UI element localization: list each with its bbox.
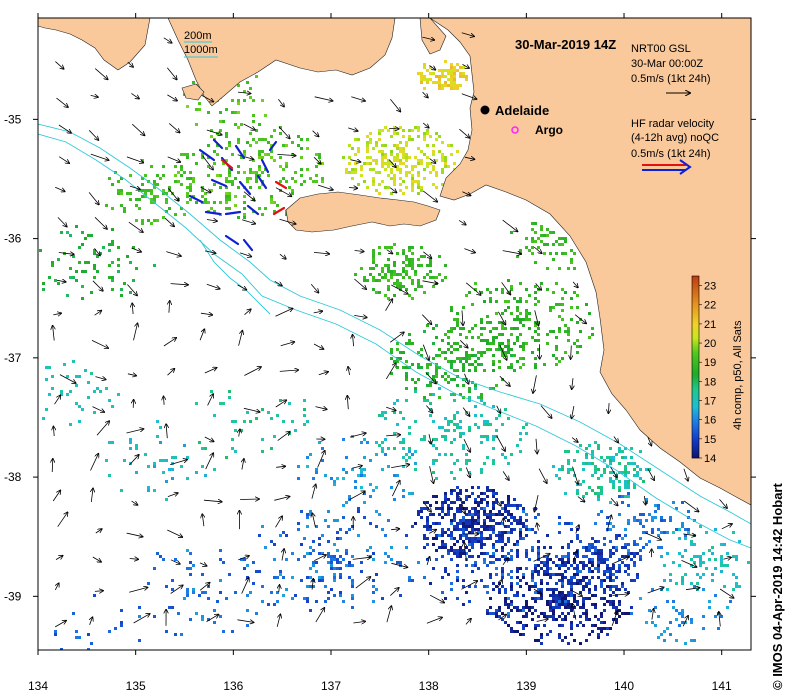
x-tick-label-1: 135	[126, 679, 146, 693]
isobath-200m	[38, 123, 751, 525]
gsl-legend-line3: 0.5m/s (1kt 24h)	[631, 73, 710, 85]
colorbar-tick-6: 20	[704, 338, 716, 350]
y-tick-label-1: -36	[4, 232, 22, 246]
colorbar-tick-5: 19	[704, 357, 716, 369]
adelaide-marker	[480, 105, 490, 115]
land-stvincent-west	[419, 18, 447, 55]
gsl-legend-line2: 30-Mar 00:00Z	[631, 58, 703, 70]
axes: 134 135 136 137 138 139 140 141 -35 -36 -37 -38 -39	[4, 13, 756, 693]
colorbar-tick-9: 23	[704, 281, 716, 293]
argo-marker	[511, 126, 519, 134]
y-tick-label-4: -39	[4, 589, 22, 603]
x-tick-label-4: 138	[419, 679, 439, 693]
isobath-legend-200m: 200m	[184, 30, 212, 42]
land-gulf-island	[181, 83, 205, 101]
colorbar-tick-7: 21	[704, 319, 716, 331]
argo-label: Argo	[535, 123, 563, 137]
colorbar-tick-2: 16	[704, 415, 716, 427]
colorbar-label: 4h comp, p50, All Sats	[732, 320, 744, 430]
x-tick-label-6: 140	[614, 679, 634, 693]
colorbar-tick-1: 15	[704, 434, 716, 446]
land-yorke-peninsula	[167, 18, 396, 107]
gsl-legend: NRT00 GSL 30-Mar 00:00Z 0.5m/s (1kt 24h)	[631, 43, 710, 93]
land-mainland-east	[429, 18, 751, 506]
x-tick-label-0: 134	[28, 679, 48, 693]
radar-legend-line2: (4-12h avg) noQC	[631, 132, 719, 144]
colorbar-tick-0: 14	[704, 453, 716, 465]
isobath-1000m	[38, 133, 751, 549]
isobath-legend: 200m 1000m	[184, 30, 218, 58]
x-tick-label-7: 141	[712, 679, 732, 693]
radar-legend-line1: HF radar velocity	[631, 118, 715, 130]
x-tick-label-2: 136	[223, 679, 243, 693]
isobath-secondary	[199, 239, 271, 315]
colorbar-tick-8: 22	[704, 300, 716, 312]
isobath-layer	[38, 123, 751, 549]
land-eyre-peninsula	[38, 18, 151, 71]
hf-radar-layer	[188, 138, 288, 252]
isobath-legend-1000m: 1000m	[184, 44, 218, 56]
current-arrow-layer	[52, 32, 733, 628]
colorbar-tick-3: 17	[704, 396, 716, 408]
colorbar: 14 15 16 17 18 19 20 21 22 23 4h comp, p50, All Sa…	[691, 275, 744, 465]
credit-text: © IMOS 04-Apr-2019 14:42 Hobart	[770, 483, 785, 690]
place-markers: Adelaide Argo	[480, 103, 563, 137]
radar-legend: HF radar velocity (4-12h avg) noQC 0.5m/…	[631, 118, 719, 175]
y-tick-label-0: -35	[4, 112, 22, 126]
gsl-legend-line1: NRT00 GSL	[631, 43, 691, 55]
adelaide-label: Adelaide	[495, 103, 549, 118]
y-tick-label-3: -38	[4, 470, 22, 484]
y-tick-label-2: -37	[4, 351, 22, 365]
map-frame	[37, 17, 752, 651]
land-kangaroo-island	[285, 191, 441, 233]
x-tick-label-5: 139	[516, 679, 536, 693]
land-layer	[38, 18, 751, 506]
x-tick-label-3: 137	[321, 679, 341, 693]
radar-legend-line3: 0.5m/s (1kt 24h)	[631, 148, 710, 160]
map-title: 30-Mar-2019 14Z	[515, 37, 616, 52]
colorbar-tick-4: 18	[704, 376, 716, 388]
sst-pixel-layer	[39, 60, 750, 650]
